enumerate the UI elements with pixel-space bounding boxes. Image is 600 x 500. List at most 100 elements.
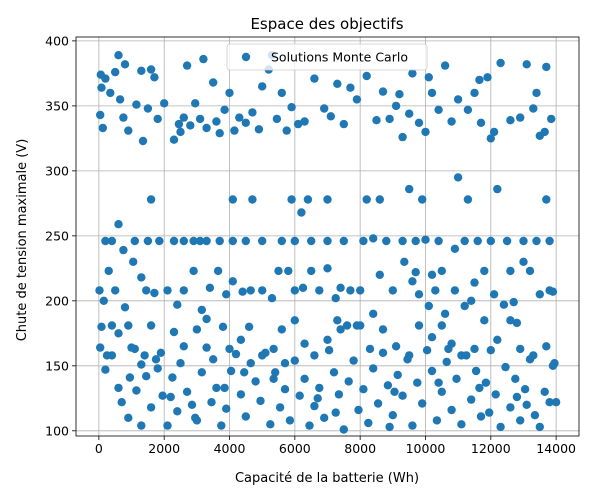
data-point [369,309,378,318]
data-point [225,344,234,354]
x-tick-label: 4000 [214,441,246,456]
x-axis-label: Capacité de la batterie (Wh) [235,471,419,486]
data-point [137,273,146,282]
data-point [114,51,123,60]
data-point [269,344,278,354]
data-point [437,266,446,276]
data-point [315,286,324,295]
x-tick-label: 14000 [536,441,576,456]
data-point [137,66,146,76]
data-point [248,108,257,117]
data-point [483,73,492,82]
data-point [486,236,495,246]
data-point [349,356,358,365]
data-point [231,349,241,359]
data-point [491,390,500,399]
data-point [310,401,319,411]
data-point [202,236,211,246]
data-points [95,51,561,434]
data-point [333,316,342,325]
data-point [375,195,384,204]
data-point [422,346,432,355]
data-point [496,422,505,432]
data-point [300,117,309,126]
data-point [226,366,236,376]
data-point [326,112,335,121]
data-point [336,325,345,334]
data-point [246,359,255,368]
data-point [462,351,471,360]
y-tick-label: 100 [45,423,69,438]
data-point [280,359,290,368]
data-point [297,208,306,217]
data-point [228,277,237,286]
data-point [176,359,185,368]
data-point [256,396,265,406]
data-point [120,60,130,69]
data-point [284,266,293,276]
data-point [290,286,299,295]
data-point [107,321,117,330]
data-point [158,391,167,400]
data-point [287,195,296,204]
data-point [150,73,159,82]
data-point [238,287,247,296]
data-point [431,286,440,295]
data-point [403,355,412,364]
data-point [432,416,442,425]
x-tick-label: 6000 [279,441,311,456]
data-point [146,195,156,204]
data-point [480,316,489,325]
data-point [535,422,544,432]
data-point [460,236,469,246]
data-point [470,344,479,354]
data-point [315,383,324,393]
data-point [274,266,283,276]
chart-title: Espace des objectifs [250,15,403,33]
data-point [542,342,551,351]
data-point [179,236,188,246]
data-point [220,105,229,115]
data-point [411,236,420,246]
data-point [391,342,401,351]
data-point [364,418,373,428]
data-point [480,266,489,276]
data-point [132,386,141,395]
data-point [143,104,153,113]
data-point [547,114,556,124]
data-point [320,104,329,113]
data-point [385,422,394,432]
data-point [163,286,172,295]
data-point [408,421,417,430]
data-point [375,270,384,279]
data-point [307,236,316,246]
y-axis: 100 150 200 250 300 350 400 [45,33,76,438]
data-point [205,283,215,292]
data-point [120,303,130,312]
data-point [502,236,512,246]
data-point [285,416,295,425]
data-point [467,296,476,305]
data-point [169,327,179,337]
data-point [369,364,378,373]
data-point [391,101,401,111]
data-point [418,195,427,204]
data-point [522,60,531,69]
data-point [352,321,362,330]
data-point [124,321,133,330]
data-point [512,392,522,402]
data-point [107,351,117,360]
y-tick-label: 350 [45,98,69,113]
data-point [323,264,332,273]
data-point [137,360,146,369]
data-point [442,357,451,367]
data-point [127,343,136,352]
data-point [143,236,153,246]
data-point [400,257,409,266]
data-point [434,236,443,246]
x-tick-label: 2000 [148,441,180,456]
data-point [97,322,106,331]
data-point [424,73,433,82]
x-tick-label: 8000 [344,441,376,456]
data-point [542,62,551,72]
